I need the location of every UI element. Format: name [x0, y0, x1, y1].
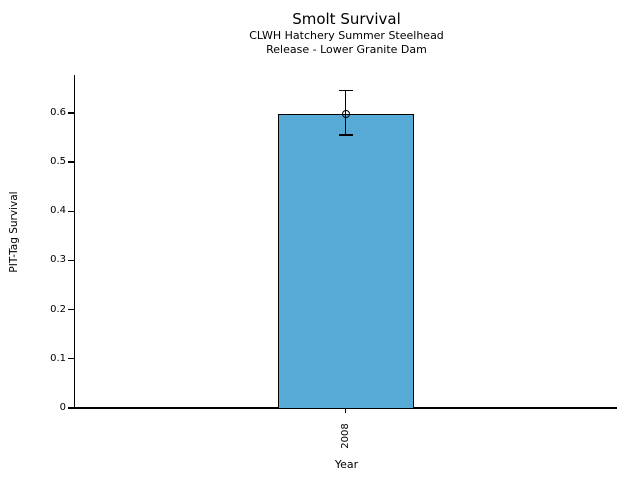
- y-tick-label: 0.5: [50, 156, 66, 168]
- x-tick: [344, 408, 347, 413]
- mean-marker-circle: [341, 109, 350, 118]
- y-tick-label: 0: [59, 402, 66, 413]
- y-tick: [68, 308, 74, 311]
- chart-subtitle-line2: Release - Lower Granite Dam: [266, 43, 427, 56]
- chart-title: Smolt Survival: [292, 10, 401, 28]
- y-tick-label: 0.2: [50, 303, 66, 315]
- y-tick-label: 0.3: [50, 254, 66, 266]
- chart-subtitle-line1: CLWH Hatchery Summer Steelhead: [249, 29, 444, 42]
- y-tick: [68, 112, 74, 114]
- y-tick: [68, 358, 74, 360]
- y-tick-label: 0.4: [50, 205, 66, 217]
- x-axis-label: Year: [334, 458, 359, 471]
- y-tick: [68, 259, 74, 262]
- error-bar-cap-top: [338, 90, 353, 92]
- y-axis-line: [73, 75, 75, 408]
- y-tick-label: 0.6: [50, 106, 66, 118]
- y-tick: [68, 161, 74, 163]
- x-tick-label: 2008: [339, 423, 351, 449]
- y-tick-label: 0.1: [50, 352, 66, 364]
- error-bar-cap-bottom: [338, 134, 353, 136]
- y-axis-label: PIT-Tag Survival: [8, 191, 20, 273]
- y-tick: [68, 407, 74, 409]
- bar-2008: [277, 113, 414, 409]
- y-tick: [68, 210, 74, 212]
